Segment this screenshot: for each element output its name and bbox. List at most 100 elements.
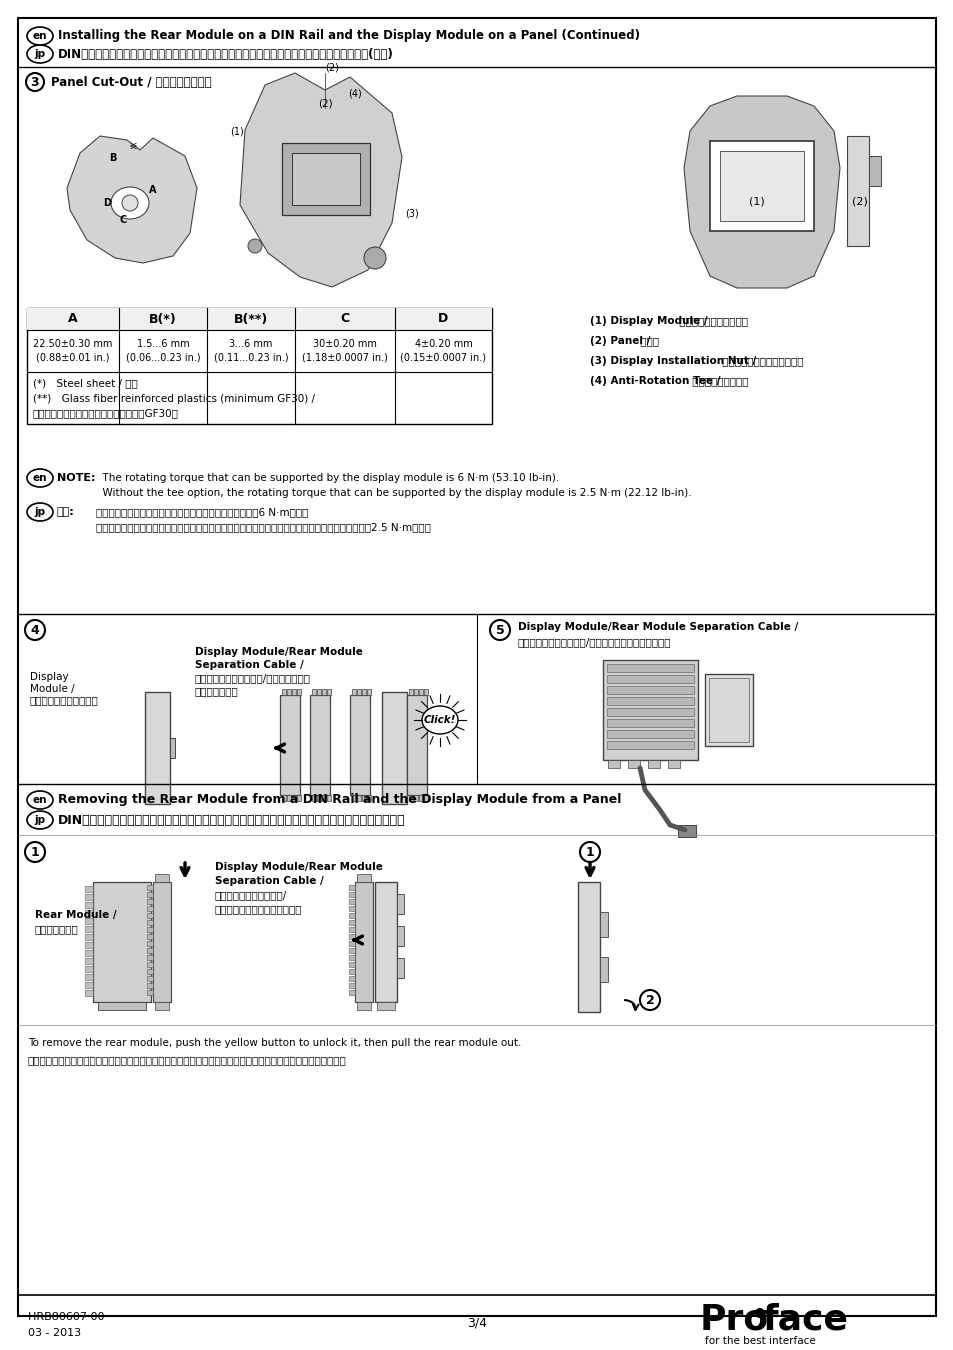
Text: A: A <box>68 312 78 325</box>
Bar <box>606 730 693 738</box>
Text: DINレールへのリアモジュールの取り付けおよびパネルへのディスプレイモジュールの取り付け(続き): DINレールへのリアモジュールの取り付けおよびパネルへのディスプレイモジュールの… <box>58 47 394 61</box>
Bar <box>292 688 295 695</box>
Text: D: D <box>103 198 111 208</box>
Circle shape <box>639 990 659 1010</box>
Text: Display
Module /
ディスプレイモジュール: Display Module / ディスプレイモジュール <box>30 672 99 705</box>
Bar <box>606 720 693 728</box>
Text: face: face <box>761 1301 847 1336</box>
Ellipse shape <box>27 27 53 45</box>
Text: The rotating torque that can be supported by the display module is 6 N·m (53.10 : The rotating torque that can be supporte… <box>96 472 558 483</box>
Bar <box>287 795 291 801</box>
Text: (1): (1) <box>230 127 244 136</box>
Bar <box>349 948 355 953</box>
Bar <box>287 688 291 695</box>
Text: Pro: Pro <box>700 1301 768 1336</box>
Bar <box>296 795 301 801</box>
Bar <box>85 990 92 996</box>
Text: 3...6 mm: 3...6 mm <box>229 339 273 350</box>
Bar <box>606 741 693 749</box>
Bar <box>606 686 693 694</box>
Bar <box>349 886 355 890</box>
Bar <box>396 926 403 946</box>
Text: A: A <box>149 185 156 194</box>
Text: 4±0.20 mm: 4±0.20 mm <box>415 339 472 350</box>
Text: ディスプレイモジュール: ディスプレイモジュール <box>676 316 747 325</box>
Bar <box>147 919 152 925</box>
Bar <box>147 990 152 995</box>
Bar <box>282 795 286 801</box>
Text: NOTE:: NOTE: <box>57 472 95 483</box>
Text: Separation Cable /: Separation Cable / <box>194 660 303 670</box>
Text: C: C <box>340 312 349 325</box>
Text: (4) Anti-Rotation Tee /: (4) Anti-Rotation Tee / <box>589 377 720 386</box>
Bar <box>85 886 92 892</box>
Bar <box>606 664 693 672</box>
Text: パネル: パネル <box>637 336 659 346</box>
Text: リアモジュール: リアモジュール <box>35 923 79 934</box>
Text: ガラス繊維強化プラスチック（最低GF30）: ガラス繊維強化プラスチック（最低GF30） <box>33 408 179 418</box>
Text: (1): (1) <box>748 196 764 207</box>
Bar <box>667 760 679 768</box>
Text: (2) Panel /: (2) Panel / <box>589 336 650 346</box>
Bar <box>349 892 355 896</box>
Text: en: en <box>32 472 48 483</box>
Bar <box>606 697 693 705</box>
Bar <box>147 948 152 953</box>
Text: Click!: Click! <box>423 716 456 725</box>
Bar <box>85 910 92 917</box>
Bar <box>147 934 152 940</box>
Bar <box>349 906 355 911</box>
Text: (0.15±0.0007 in.): (0.15±0.0007 in.) <box>400 352 486 363</box>
Polygon shape <box>240 73 401 288</box>
Bar <box>361 795 366 801</box>
Bar <box>396 894 403 914</box>
Text: ディスプレイモジュールがサポートできる回転トルクは6 N·mです。: ディスプレイモジュールがサポートできる回転トルクは6 N·mです。 <box>96 508 308 517</box>
Bar <box>147 976 152 981</box>
Circle shape <box>490 620 510 640</box>
Bar <box>85 902 92 909</box>
Bar <box>282 688 286 695</box>
Bar <box>322 688 326 695</box>
Bar <box>396 958 403 977</box>
Text: 1: 1 <box>30 845 39 859</box>
Bar <box>356 1002 371 1010</box>
Bar <box>356 873 371 882</box>
Bar <box>85 973 92 980</box>
Bar <box>355 882 373 1002</box>
Bar <box>407 738 412 757</box>
Bar <box>704 674 752 747</box>
Text: (2): (2) <box>851 196 867 207</box>
Bar <box>292 795 295 801</box>
Bar <box>85 926 92 931</box>
Bar <box>349 934 355 940</box>
Bar <box>349 941 355 946</box>
Bar <box>310 695 330 795</box>
Ellipse shape <box>421 706 457 734</box>
Bar <box>85 967 92 972</box>
Bar <box>151 971 157 988</box>
Text: Separation Cable /: Separation Cable / <box>214 876 323 886</box>
Bar <box>578 882 599 1012</box>
FancyArrowPatch shape <box>624 1000 638 1010</box>
Bar <box>352 688 355 695</box>
Bar <box>296 688 301 695</box>
Bar <box>414 795 417 801</box>
Bar <box>356 688 360 695</box>
Bar <box>27 308 492 424</box>
Text: ディスプレイモジュール/: ディスプレイモジュール/ <box>214 890 287 900</box>
Bar <box>647 760 659 768</box>
Text: (4): (4) <box>348 89 361 99</box>
Text: To remove the rear module, push the yellow button to unlock it, then pull the re: To remove the rear module, push the yell… <box>28 1038 521 1048</box>
Bar <box>350 695 370 795</box>
Bar <box>170 738 174 757</box>
Polygon shape <box>67 136 196 263</box>
Bar <box>627 760 639 768</box>
Circle shape <box>364 247 386 269</box>
Ellipse shape <box>27 468 53 487</box>
Bar <box>98 1002 146 1010</box>
Bar <box>349 976 355 981</box>
Bar <box>327 688 331 695</box>
Text: D: D <box>438 312 448 325</box>
Text: 注意:: 注意: <box>57 508 74 517</box>
Bar <box>349 899 355 904</box>
